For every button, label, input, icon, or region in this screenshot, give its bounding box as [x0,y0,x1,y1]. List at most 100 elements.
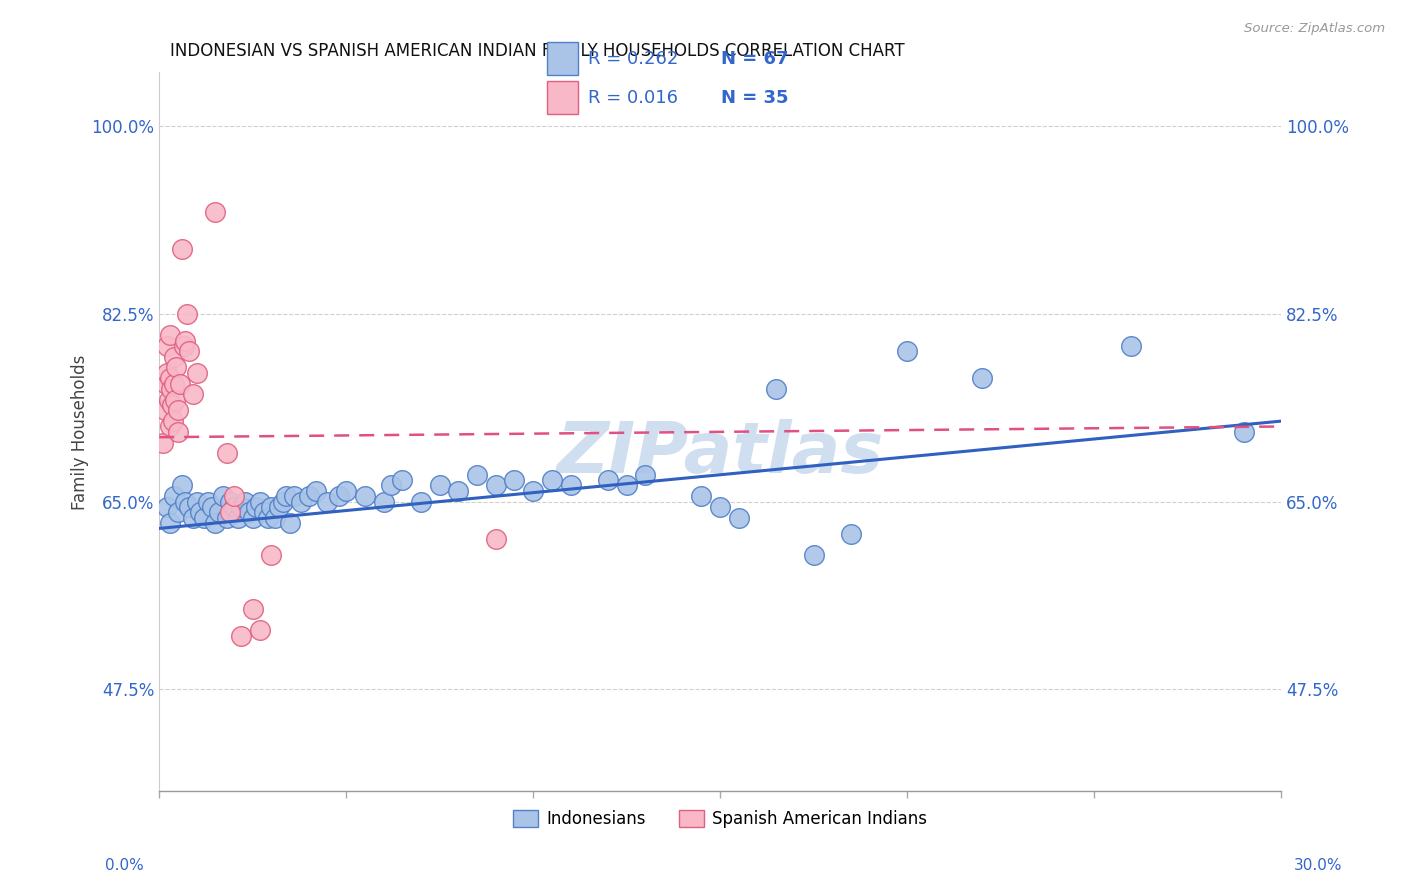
Point [316,494,339,508]
Point [242,510,264,524]
Point [204,516,226,530]
Point [179,500,201,514]
Point [485,532,508,546]
Point [159,516,181,530]
Point [176,307,198,321]
Point [253,505,276,519]
Point [170,478,193,492]
Point [169,376,191,391]
Point [222,489,245,503]
Point [447,483,470,498]
Point [152,435,174,450]
Text: 30.0%: 30.0% [1295,858,1343,873]
Point [335,483,357,498]
Point [200,500,222,514]
Point [219,505,242,519]
Point [264,510,287,524]
Point [896,344,918,359]
Point [163,489,186,503]
Point [429,478,451,492]
Point [181,387,204,401]
Point [153,403,176,417]
Text: N = 35: N = 35 [721,88,789,106]
Point [596,473,619,487]
Point [278,516,301,530]
Point [174,334,197,348]
Point [219,494,242,508]
Point [163,350,186,364]
Point [267,500,290,514]
Point [765,382,787,396]
Point [231,629,253,643]
Point [305,483,328,498]
Point [174,494,197,508]
Point [522,483,544,498]
Point [970,371,993,385]
Point [159,371,181,385]
Point [170,243,193,257]
Point [260,548,283,562]
Point [167,425,190,439]
Point [193,510,215,524]
Text: ZIPatlas: ZIPatlas [557,419,884,488]
Point [156,339,179,353]
Point [839,526,862,541]
Point [690,489,713,503]
Point [1121,339,1143,353]
Point [409,494,432,508]
Point [727,510,749,524]
Point [156,500,179,514]
Point [215,446,238,460]
Bar [547,81,578,113]
Point [159,328,181,343]
Legend: Indonesians, Spanish American Indians: Indonesians, Spanish American Indians [506,803,934,835]
Point [245,500,267,514]
Point [256,510,278,524]
Point [709,500,731,514]
Point [186,494,208,508]
Point [1232,425,1254,439]
Point [560,478,582,492]
Point [162,414,184,428]
Point [354,489,377,503]
Text: R = 0.016: R = 0.016 [588,88,678,106]
Y-axis label: Family Households: Family Households [72,354,89,509]
Point [165,360,187,375]
Bar [547,43,578,75]
Point [503,473,526,487]
Point [167,403,190,417]
Text: INDONESIAN VS SPANISH AMERICAN INDIAN FAMILY HOUSEHOLDS CORRELATION CHART: INDONESIAN VS SPANISH AMERICAN INDIAN FA… [170,42,905,60]
Point [298,489,321,503]
Text: R = 0.262: R = 0.262 [588,50,678,68]
Point [485,478,508,492]
Point [803,548,825,562]
Point [197,494,219,508]
Point [465,467,488,482]
Point [181,510,204,524]
Point [380,478,402,492]
Point [276,489,298,503]
Point [163,392,186,407]
Text: N = 67: N = 67 [721,50,789,68]
Point [156,366,179,380]
Point [231,500,253,514]
Point [179,344,201,359]
Point [222,500,245,514]
Point [328,489,350,503]
Point [159,419,181,434]
Point [211,489,233,503]
Point [162,398,184,412]
Point [391,473,413,487]
Point [242,602,264,616]
Point [271,494,294,508]
Point [283,489,305,503]
Point [157,392,180,407]
Point [167,505,190,519]
Point [160,382,183,396]
Point [163,376,186,391]
Point [249,624,271,638]
Point [238,505,260,519]
Point [233,494,256,508]
Point [616,478,638,492]
Text: 0.0%: 0.0% [105,858,145,873]
